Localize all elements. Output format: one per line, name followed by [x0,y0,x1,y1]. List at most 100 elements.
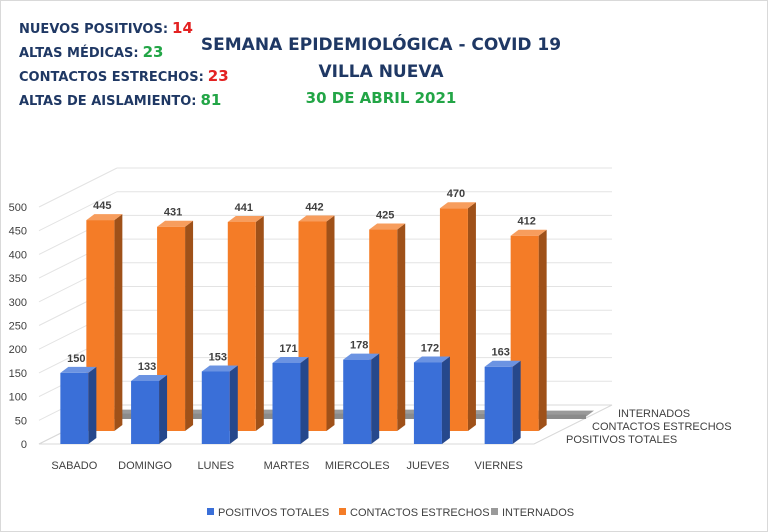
stat-altas-aislamiento: ALTAS DE AISLAMIENTO: 81 [19,91,221,109]
bar-positivos-0-top [60,366,97,373]
series-axis-label: INTERNADOS [618,408,690,420]
bar-positivos-1-front [131,380,160,444]
legend-swatch-contactos [339,508,346,515]
bar-positivos-5-front [413,362,442,444]
bar-positivos-0 [60,366,97,444]
legend-swatch-positivos [207,508,214,515]
data-label-positivos: 133 [138,361,156,373]
bar-positivos-4-side [371,353,380,444]
legend-label-contactos: CONTACTOS ESTRECHOS [350,507,490,519]
y-tick-label: 350 [9,273,27,285]
data-label-positivos: 171 [279,343,297,355]
bar-positivos-4 [343,353,380,444]
x-tick-label: JUEVES [407,460,450,472]
stat-label: CONTACTOS ESTRECHOS: [19,70,204,85]
series-axis-label: POSITIVOS TOTALES [566,434,677,446]
gridline-side [38,191,118,232]
bar-contactos-5-top [439,202,476,209]
bar-positivos-3 [272,356,309,444]
bar-internados-face-4 [373,413,445,419]
stat-altas-medicas: ALTAS MÉDICAS: 23 [19,43,163,61]
bar-contactos-3-side [326,215,335,431]
stat-label: ALTAS DE AISLAMIENTO: [19,94,197,109]
chart-subtitle: VILLA NUEVA [318,62,444,82]
y-tick-label: 300 [9,297,27,309]
y-tick-label: 250 [9,321,27,333]
stat-value: 23 [142,43,164,61]
stat-nuevos-positivos: NUEVOS POSITIVOS: 14 [19,19,193,37]
bar-positivos-6-side [512,360,521,444]
x-tick-label: MARTES [264,460,310,472]
stat-contactos-estrechos: CONTACTOS ESTRECHOS: 23 [19,67,229,85]
x-tick-label: MIERCOLES [325,460,390,472]
x-tick-label: DOMINGO [118,460,172,472]
bar-contactos-0-top [86,214,123,221]
bar-contactos-6-side [538,229,547,431]
bar-contactos-6-top [510,229,547,236]
data-label-contactos: 431 [164,207,182,219]
legend-label-positivos: POSITIVOS TOTALES [218,507,329,519]
bar-positivos-3-front [272,362,301,444]
bar-positivos-2-front [201,371,230,444]
bar-positivos-4-top [343,353,380,360]
bar-contactos-4-side [397,223,406,431]
data-label-contactos: 425 [376,210,394,222]
x-tick-label: VIERNES [474,460,522,472]
bar-internados-face-6 [515,414,586,419]
y-tick-label: 150 [9,368,27,380]
bar-contactos-2-top [227,215,264,222]
legend-label-internados: INTERNADOS [502,507,574,519]
chart-date: 30 DE ABRIL 2021 [305,89,457,107]
data-label-positivos: 163 [491,347,509,359]
data-label-contactos: 412 [517,216,535,228]
legend-swatch-internados [491,508,498,515]
bar-positivos-2-side [229,365,238,444]
bar-contactos-2-side [255,215,264,431]
bar-positivos-4-front [343,359,372,444]
bar-internados-face-0 [91,413,162,419]
bar-positivos-1-top [131,374,168,381]
bar-positivos-5 [413,356,450,444]
data-label-contactos: 445 [93,200,111,212]
bar-positivos-6-top [484,360,521,367]
bar-positivos-6 [484,360,521,444]
stat-value: 23 [207,67,229,85]
bar-positivos-5-side [441,356,450,444]
bar-contactos-1-side [185,220,194,431]
y-tick-label: 50 [15,415,27,427]
data-label-positivos: 172 [421,342,439,354]
bar-contactos-4-top [369,223,406,230]
bar-internados-face-3 [303,413,374,419]
bar-contactos-1-top [157,220,194,227]
stat-label: ALTAS MÉDICAS: [19,46,139,61]
y-tick-label: 200 [9,344,27,356]
stat-value: 81 [200,91,222,109]
bar-positivos-1-side [159,374,168,444]
bar-positivos-2 [201,365,238,444]
data-label-positivos: 153 [209,351,227,363]
x-tick-label: LUNES [197,460,234,472]
bar-contactos-0-side [114,214,123,431]
bar-positivos-0-side [88,366,97,444]
bar-contactos-4 [369,223,406,431]
bar-positivos-5-top [413,356,450,363]
bar-positivos-3-side [300,356,309,444]
data-label-positivos: 150 [67,353,85,365]
y-tick-label: 450 [9,226,27,238]
stat-label: NUEVOS POSITIVOS: [19,22,169,37]
y-tick-label: 100 [9,392,27,404]
data-label-contactos: 470 [447,188,465,200]
bar-positivos-2-top [201,365,238,372]
y-tick-label: 400 [9,249,27,261]
y-tick-label: 0 [21,439,27,451]
data-label-contactos: 441 [235,202,253,214]
bar-positivos-3-top [272,356,309,363]
bar-positivos-1 [131,374,168,444]
stat-value: 14 [172,19,193,37]
chart-title: SEMANA EPIDEMIOLÓGICA - COVID 19 [200,35,562,55]
bar-internados-face-1 [161,413,233,419]
y-tick-label: 500 [9,202,27,214]
bar-internados-face-5 [444,414,516,419]
bar-contactos-3-top [298,215,335,222]
